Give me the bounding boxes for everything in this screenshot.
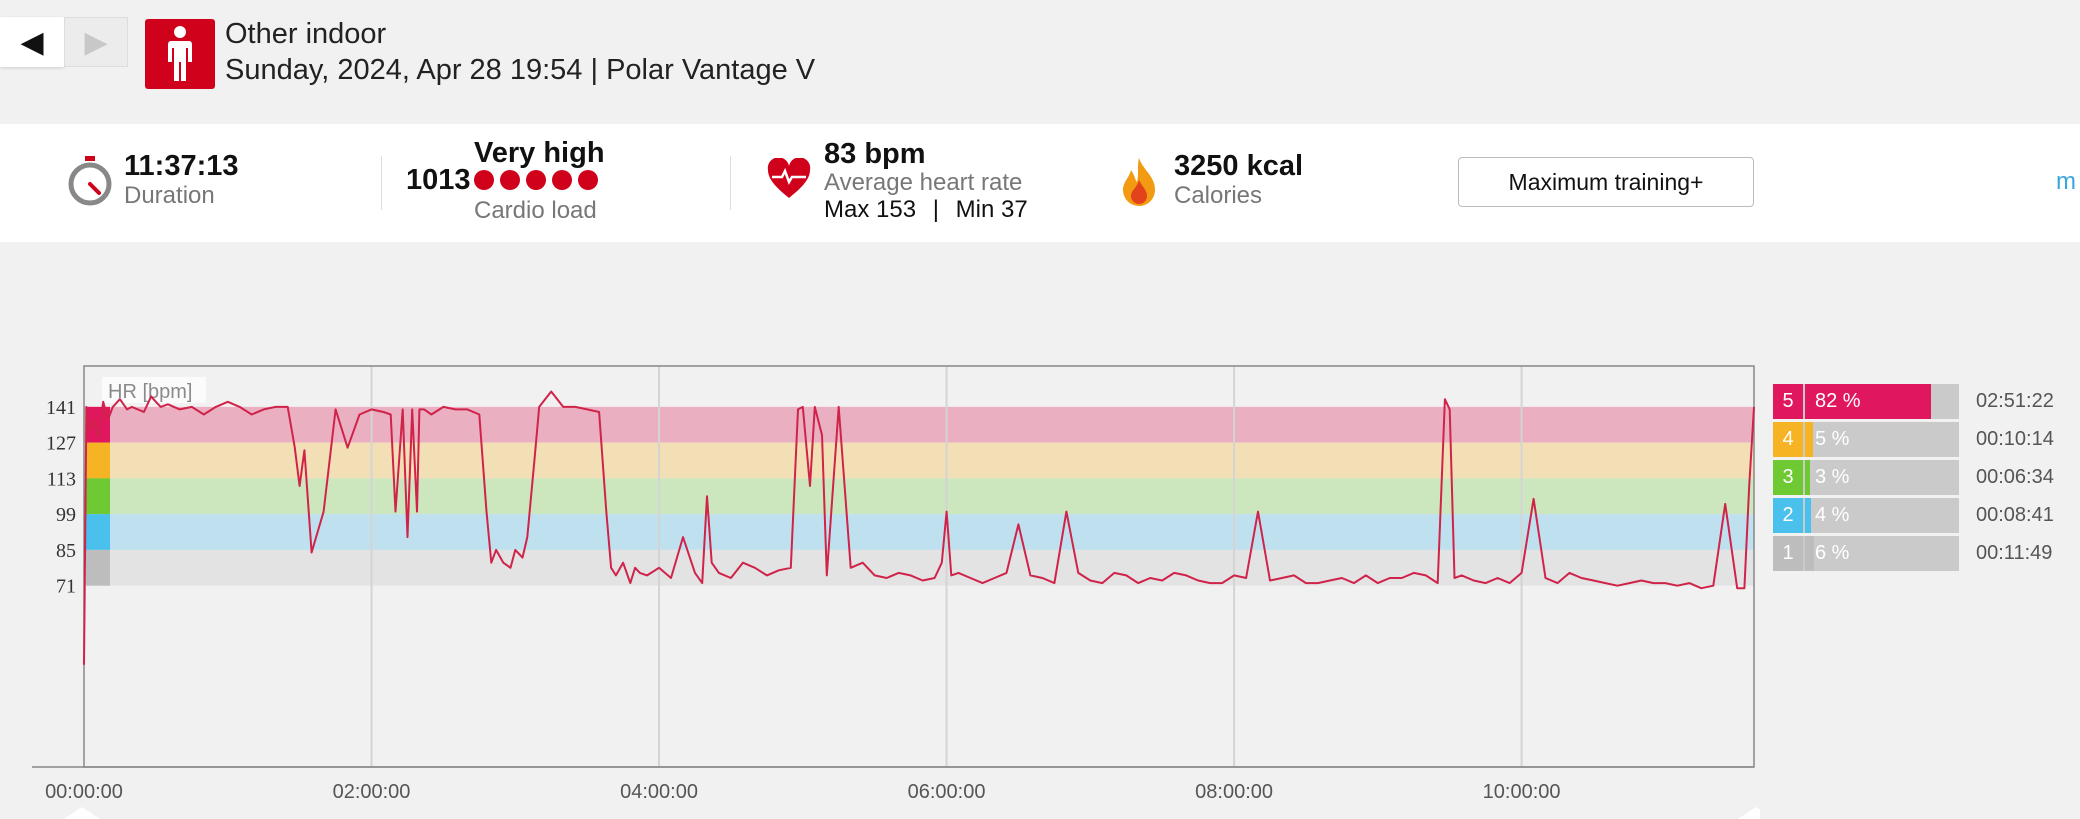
zone-time: 00:11:49 [1976, 542, 2053, 564]
x-tick-label: 08:00:00 [1195, 781, 1273, 803]
cardio-load-value: 1013 [406, 164, 471, 196]
duration-value: 11:37:13 [124, 150, 239, 182]
zone-row: 1 6 % 00:11:49 [1773, 536, 2052, 571]
y-tick-label: 99 [56, 504, 76, 526]
heart-rate-value: 83 bpm [824, 138, 926, 170]
stopwatch-icon [66, 154, 114, 213]
zone-percent: 82 % [1815, 390, 1861, 412]
person-standing-icon [145, 19, 215, 89]
hr-chart[interactable]: 141 127 113 99 85 71 00:00:00 02:00:00 04:00:00… [0, 242, 1760, 819]
hr-chart-area: 141 127 113 99 85 71 00:00:00 02:00:00 04:00:00… [0, 242, 2080, 819]
y-tick-label: 127 [46, 433, 76, 455]
zone-share-bar [1805, 384, 1931, 419]
zone-time: 00:06:34 [1976, 466, 2054, 488]
x-tick-label: 00:00:00 [45, 781, 123, 803]
heart-rate-label: Average heart rate [824, 169, 1023, 196]
hr-zone-band [84, 442, 1754, 479]
cardio-load-level: Very high [474, 137, 605, 169]
zone-number: 3 [1773, 460, 1803, 495]
range-handle-right[interactable] [1738, 807, 1760, 819]
load-dot [500, 170, 520, 190]
zone-row: 5 82 % 02:51:22 [1773, 384, 2054, 419]
zone-marker [86, 514, 110, 550]
hr-zone-band [84, 478, 1754, 515]
cardio-load-label: Cardio load [474, 197, 597, 224]
back-arrow-icon: ◀ [20, 24, 44, 60]
y-tick-label: 85 [56, 540, 76, 562]
activity-title: Other indoor [225, 18, 387, 50]
range-separator: | [932, 196, 939, 223]
hr-series-line [83, 390, 1755, 665]
activity-subtitle: Sunday, 2024, Apr 28 19:54 | Polar Vanta… [225, 54, 816, 86]
zone-time: 00:08:41 [1976, 504, 2054, 526]
hr-zone-band [84, 514, 1754, 550]
divider [381, 156, 382, 210]
zone-number: 5 [1773, 384, 1803, 419]
chart-legend: HR [bpm] [108, 381, 192, 403]
zone-share-bar [1805, 536, 1814, 571]
load-dot [552, 170, 572, 190]
zone-marker [86, 549, 110, 586]
duration-label: Duration [124, 182, 215, 209]
load-dot [474, 170, 494, 190]
zone-share-bar [1805, 460, 1810, 495]
cardio-load-dots [473, 169, 603, 191]
y-tick-label: 141 [46, 397, 76, 419]
more-link[interactable]: m [2056, 168, 2076, 195]
summary-bar: 11:37:13 Duration 1013 Very high Cardio … [0, 124, 2080, 242]
x-tick-label: 06:00:00 [908, 781, 986, 803]
load-dot [578, 170, 598, 190]
heart-rate-min: Min 37 [955, 196, 1028, 223]
heart-rate-range: Max 153 | Min 37 [824, 196, 1028, 224]
heart-icon [766, 157, 812, 205]
divider [730, 156, 731, 210]
y-tick-label: 71 [56, 576, 76, 598]
y-tick-label: 113 [47, 468, 76, 490]
calories-value: 3250 kcal [1174, 150, 1304, 182]
zone-number: 4 [1773, 422, 1803, 457]
x-tick-label: 04:00:00 [620, 781, 698, 803]
zone-time: 02:51:22 [1976, 390, 2054, 412]
zone-row: 4 5 % 00:10:14 [1773, 422, 2054, 457]
forward-arrow-icon: ▶ [84, 24, 108, 60]
x-tick-label: 10:00:00 [1483, 781, 1561, 803]
zone-share-bar [1805, 498, 1811, 533]
maximum-training-button[interactable]: Maximum training+ [1458, 157, 1754, 207]
back-button[interactable]: ◀ [0, 17, 64, 67]
zone-share-bar [1805, 422, 1813, 457]
zone-number: 1 [1773, 536, 1803, 571]
zone-percent: 5 % [1815, 428, 1850, 450]
load-dot [526, 170, 546, 190]
zone-row: 3 3 % 00:06:34 [1773, 460, 2054, 495]
zone-marker [86, 442, 110, 479]
flame-icon [1119, 156, 1159, 213]
calories-label: Calories [1174, 182, 1263, 209]
zone-percent: 3 % [1815, 466, 1850, 488]
range-handle-left[interactable] [64, 807, 100, 819]
x-tick-label: 02:00:00 [333, 781, 411, 803]
heart-rate-max: Max 153 [824, 196, 917, 223]
zone-marker [86, 478, 110, 515]
zone-percent: 4 % [1815, 504, 1850, 526]
zone-percent: 6 % [1815, 542, 1850, 564]
zone-row: 2 4 % 00:08:41 [1773, 498, 2054, 533]
zone-number: 2 [1773, 498, 1803, 533]
zone-time: 00:10:14 [1976, 428, 2054, 450]
forward-button[interactable]: ▶ [64, 17, 128, 67]
